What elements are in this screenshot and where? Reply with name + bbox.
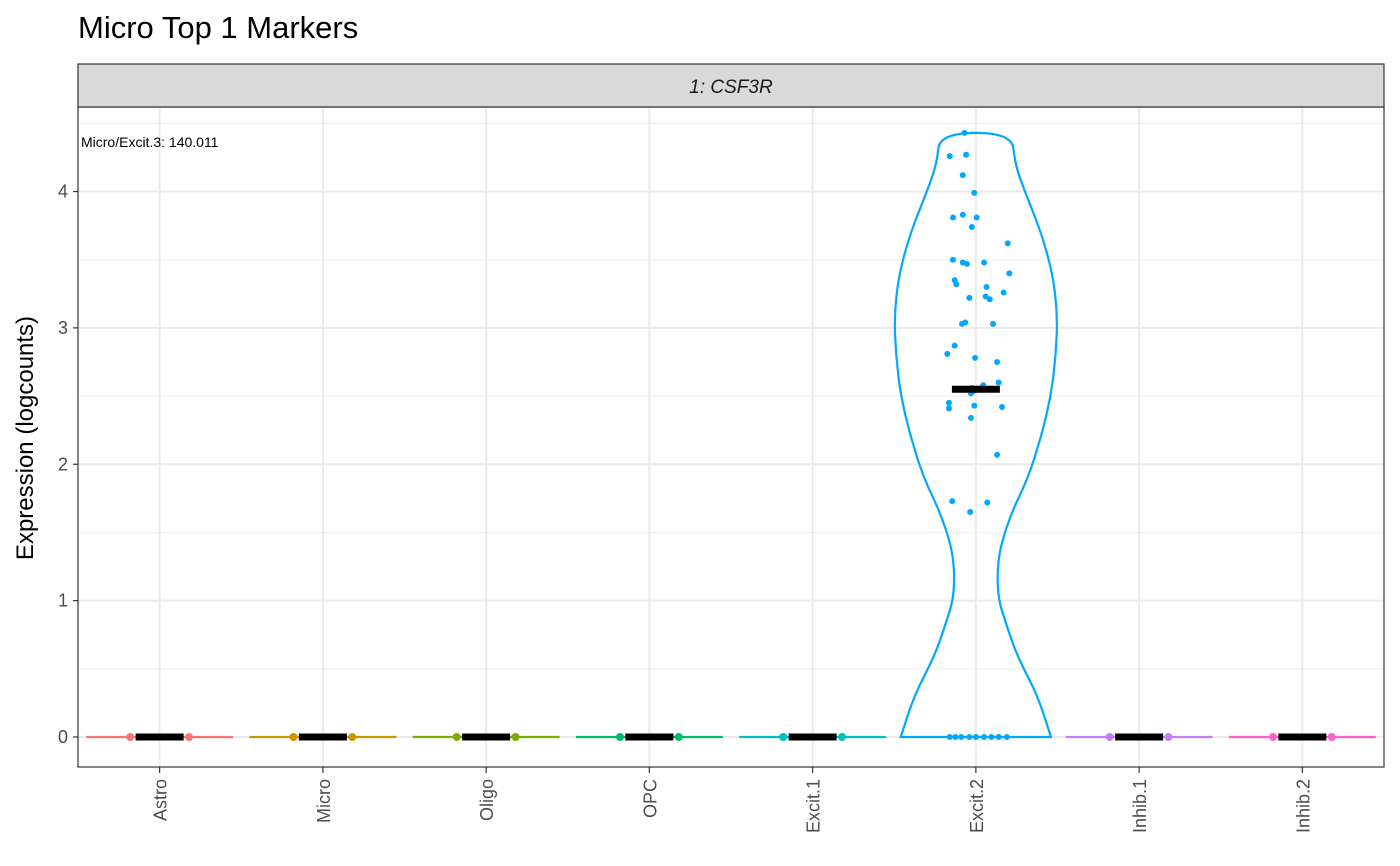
data-point: [950, 256, 957, 263]
data-point: [946, 734, 953, 740]
data-point: [967, 509, 974, 515]
facet-label: 1: CSF3R: [689, 77, 773, 98]
zero-point: [779, 733, 788, 741]
data-point: [995, 734, 1002, 740]
data-points: [944, 129, 1013, 740]
data-point: [945, 405, 952, 412]
data-point: [963, 151, 970, 158]
data-point: [950, 214, 957, 221]
data-point: [984, 499, 991, 506]
zero-point: [348, 733, 357, 741]
x-tick-label: Astro: [151, 779, 171, 821]
annotation-text: Micro/Excit.3: 140.011: [81, 134, 219, 150]
panel-background: [78, 107, 1384, 767]
data-point: [961, 129, 968, 136]
violin-Excit.2: [893, 131, 1058, 739]
zero-point: [289, 733, 298, 741]
zero-point: [511, 733, 520, 741]
data-point: [1004, 240, 1011, 247]
y-axis: 0 1 2 3 4: [58, 182, 78, 747]
data-point: [962, 319, 969, 326]
data-point: [994, 359, 1001, 365]
zero-point: [185, 733, 194, 741]
data-point: [959, 211, 966, 218]
data-point: [968, 224, 975, 230]
data-point: [966, 294, 973, 301]
zero-point: [615, 733, 624, 741]
x-tick-label: OPC: [640, 779, 660, 818]
data-point: [994, 451, 1001, 458]
y-tick-label: 0: [58, 727, 68, 747]
grid-lines: [78, 107, 1384, 767]
zero-point: [674, 733, 683, 741]
x-tick-label: Oligo: [477, 779, 497, 821]
data-point: [959, 172, 966, 179]
y-tick-label: 3: [58, 318, 68, 338]
data-point: [966, 734, 973, 740]
zero-point: [1105, 733, 1114, 741]
data-point: [983, 284, 990, 290]
data-point: [998, 404, 1005, 410]
data-point: [981, 734, 988, 740]
y-tick-label: 1: [58, 591, 68, 611]
data-point: [981, 259, 988, 266]
data-point: [990, 320, 997, 327]
data-point: [995, 379, 1002, 386]
data-point: [971, 189, 978, 196]
data-point: [986, 296, 993, 303]
y-tick-label: 2: [58, 454, 68, 474]
data-point: [963, 260, 970, 267]
data-point: [988, 734, 995, 740]
x-tick-label: Inhib.2: [1293, 779, 1313, 833]
data-point: [946, 153, 953, 160]
median-bars: [135, 385, 1327, 741]
x-tick-label: Excit.1: [804, 779, 824, 833]
zero-point: [452, 733, 461, 741]
zero-point: [1268, 733, 1277, 741]
data-point: [945, 399, 952, 406]
chart-title: Micro Top 1 Markers: [78, 10, 359, 45]
facet-strip: [77, 63, 1385, 108]
x-axis: Astro Micro Oligo OPC Excit.1 Excit.2 Inhib.1 I…: [151, 767, 1313, 833]
x-tick-label: Excit.2: [967, 779, 987, 833]
data-point: [952, 734, 959, 740]
data-point: [972, 734, 979, 740]
zero-point: [838, 733, 847, 741]
zero-point: [1164, 733, 1173, 741]
zero-point: [1327, 733, 1336, 741]
zero-point: [126, 733, 135, 741]
data-point: [953, 281, 960, 288]
data-point: [1000, 289, 1007, 296]
x-tick-label: Micro: [314, 779, 334, 823]
data-point: [951, 342, 958, 349]
data-point: [973, 214, 980, 221]
x-tick-label: Inhib.1: [1130, 779, 1150, 833]
data-point: [967, 414, 974, 421]
data-point: [949, 498, 956, 505]
data-point: [972, 354, 979, 361]
data-point: [1003, 734, 1010, 740]
data-point: [971, 402, 978, 409]
y-axis-title: Expression (logcounts): [12, 316, 39, 560]
data-point: [958, 734, 965, 740]
y-tick-label: 4: [58, 182, 68, 202]
data-point: [1006, 270, 1013, 277]
data-point: [944, 350, 951, 357]
